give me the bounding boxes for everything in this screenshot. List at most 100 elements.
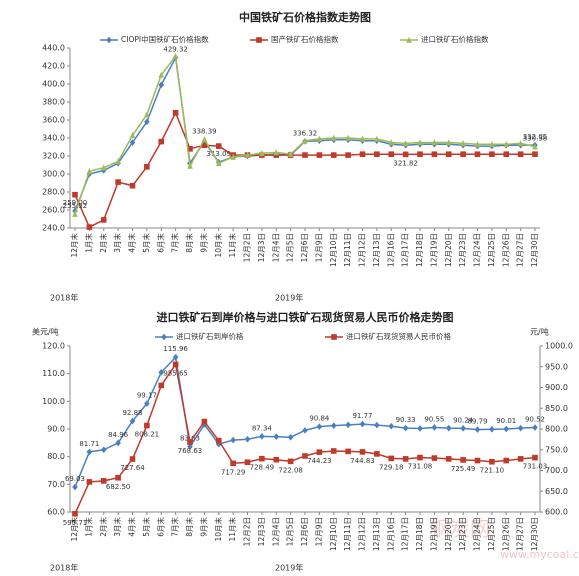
x-tick-label: 12月30日: [530, 517, 539, 551]
point: [374, 135, 380, 142]
x-tick-label: 12月6日: [300, 517, 309, 546]
point: [244, 151, 251, 158]
point: [273, 433, 280, 441]
x-tick-label: 12月20日: [444, 517, 453, 551]
point: [129, 182, 136, 189]
point: [417, 139, 423, 146]
x-tick-label: 12月12日: [358, 233, 367, 267]
point: [345, 134, 351, 141]
point: [460, 425, 466, 432]
x-tick-label: 12月13日: [372, 517, 381, 551]
point: [172, 52, 179, 59]
point: [273, 456, 280, 463]
point: [345, 152, 351, 158]
point: [374, 151, 380, 157]
legend-label: 国产铁矿石价格指数: [271, 34, 339, 44]
x-tick-label: 8月末: [184, 233, 194, 253]
y2-tick-label: 950.0: [545, 362, 568, 371]
legend-label: 进口铁矿石现货贸易人民币价格: [346, 331, 451, 341]
value-label: 90.24: [453, 416, 474, 424]
point: [187, 146, 193, 152]
x-tick-label: 4月末: [127, 233, 137, 253]
y-tick-label: 420.0: [42, 62, 65, 71]
y-tick-label: 60.0: [47, 508, 65, 517]
point: [445, 424, 452, 432]
value-label: 682.50: [106, 483, 131, 491]
y-tick-label: 70.0: [47, 480, 65, 489]
chart-title: 进口铁矿石到岸价格与进口铁矿石现货贸易人民币价格走势图: [157, 310, 454, 324]
x-tick-label: 6月末: [155, 233, 165, 253]
year-label: 2018年: [50, 563, 78, 573]
point: [86, 168, 93, 175]
x-tick-label: 4月末: [127, 517, 137, 537]
point: [517, 140, 524, 147]
x-tick-label: 12月2日: [243, 233, 252, 262]
point: [256, 37, 262, 43]
x-tick-label: 12月2日: [243, 517, 252, 546]
point: [158, 138, 165, 145]
x-tick-label: 12月25日: [487, 517, 496, 551]
y2-tick-label: 1000.0: [545, 342, 573, 351]
x-tick-label: 12月9日: [314, 233, 323, 262]
point: [489, 151, 495, 157]
point: [474, 151, 481, 157]
point: [316, 152, 323, 158]
x-tick-label: 12月13日: [372, 233, 381, 267]
x-tick-label: 3月末: [112, 517, 122, 537]
point: [287, 150, 294, 157]
x-tick-label: 12月16日: [386, 517, 395, 551]
value-label: 89.79: [467, 418, 487, 426]
point: [86, 224, 93, 230]
x-tick-label: 1月末: [83, 517, 93, 537]
point: [388, 151, 395, 157]
point: [474, 141, 481, 148]
value-label: 330.38: [523, 135, 548, 143]
point: [374, 451, 380, 457]
point: [417, 151, 423, 157]
point: [388, 139, 395, 146]
legend-label: CIOPI中国铁矿石价格指数: [121, 34, 209, 44]
point: [517, 424, 524, 432]
year-label: 2019年: [275, 293, 303, 303]
point: [302, 453, 308, 459]
x-tick-label: 3月末: [112, 233, 122, 253]
point: [406, 36, 412, 43]
year-label: 2018年: [50, 293, 78, 303]
point: [402, 424, 409, 432]
point: [302, 137, 308, 144]
point: [330, 422, 337, 429]
value-label: 69.03: [65, 475, 85, 483]
point: [230, 460, 236, 467]
point: [187, 443, 193, 450]
y-tick-label: 100.0: [42, 397, 65, 406]
value-label: 321.82: [393, 159, 418, 167]
point: [374, 421, 380, 429]
value-label: 90.55: [424, 415, 444, 423]
value-label: 259.00: [63, 199, 88, 207]
series-line: [74, 362, 536, 515]
point: [115, 474, 121, 481]
x-tick-label: 12月3日: [257, 517, 266, 546]
y-tick-label: 340.0: [42, 134, 65, 143]
x-tick-label: 12月18日: [415, 233, 424, 267]
x-tick-label: 12月20日: [444, 233, 453, 267]
x-tick-label: 7月末: [170, 233, 180, 253]
value-label: 92.88: [122, 409, 142, 417]
point: [129, 139, 136, 146]
x-tick-label: 12月4日: [271, 517, 280, 546]
chart-title: 中国铁矿石价格指数走势图: [239, 10, 371, 24]
value-label: 728.49: [250, 464, 275, 472]
value-label: 721.10: [480, 467, 505, 475]
y2-tick-label: 650.0: [545, 487, 568, 496]
point: [503, 151, 510, 157]
point: [172, 110, 179, 116]
x-tick-label: 10月末: [213, 233, 223, 258]
x-tick-label: 6月末: [155, 517, 165, 537]
point: [474, 426, 481, 433]
value-label: 717.29: [221, 468, 246, 476]
y2-tick-label: 850.0: [545, 404, 568, 413]
x-tick-label: 12月17日: [401, 233, 410, 267]
y2-tick-label: 800.0: [545, 425, 568, 434]
point: [172, 353, 179, 361]
